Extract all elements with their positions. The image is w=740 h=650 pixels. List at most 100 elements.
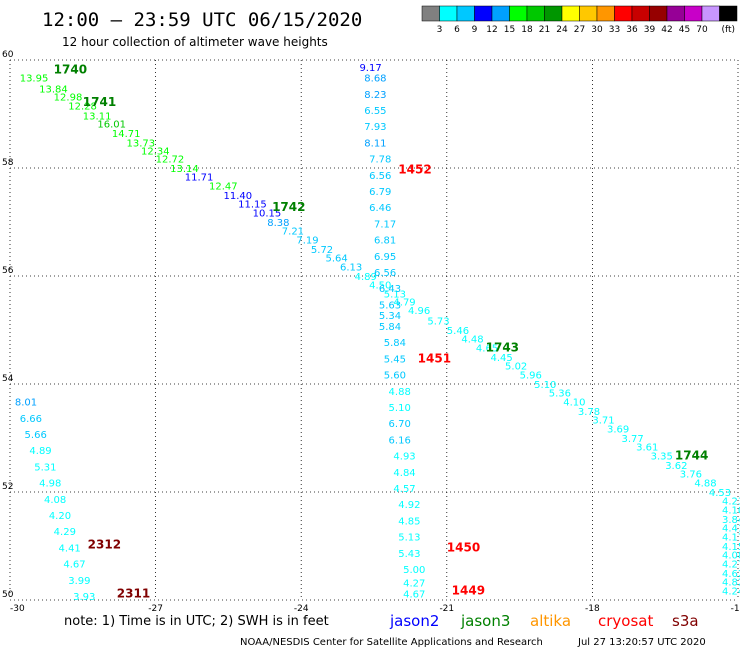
wave-height-value: 14.71: [112, 129, 141, 140]
wave-height-value: 4.41: [59, 543, 81, 554]
wave-height-value: 4.53: [709, 488, 731, 499]
wave-height-value: 4.41: [722, 523, 740, 534]
wave-height-value: 8.23: [364, 90, 386, 101]
wave-height-value: 5.36: [549, 388, 571, 399]
wave-height-value: 4.45: [490, 353, 512, 364]
wave-height-value: 5.02: [505, 361, 527, 372]
wave-height-value: 13.14: [170, 164, 199, 175]
pass-time-label: 1742: [272, 200, 305, 214]
satellite-s3a: s3a: [672, 612, 699, 630]
wave-height-value: 4.82: [722, 577, 740, 588]
wave-height-value: 5.00: [403, 565, 425, 576]
satellite-jason2: jason2: [389, 612, 439, 630]
wave-height-value: 5.34: [379, 311, 401, 322]
wave-height-value: 6.81: [374, 236, 396, 247]
legend-swatch: [579, 5, 598, 22]
legend-label: 27: [574, 25, 585, 35]
x-tick-label: -24: [294, 604, 309, 614]
wave-height-value: 4.15: [722, 542, 740, 553]
wave-height-value: 5.63: [379, 300, 401, 311]
wave-height-value: 4.24: [722, 587, 740, 598]
wave-height-values: 13.9513.8412.9812.2813.1116.0114.7113.73…: [15, 63, 740, 603]
wave-height-value: 11.15: [238, 199, 267, 210]
legend-swatch: [614, 5, 633, 22]
wave-height-value: 13.84: [39, 84, 68, 95]
y-tick-label: 54: [2, 374, 14, 384]
legend-swatch: [456, 5, 475, 22]
wave-height-value: 3.35: [651, 452, 673, 463]
wave-height-value: 4.10: [722, 506, 740, 517]
wave-height-value: 4.57: [393, 484, 415, 495]
legend-label: 39: [644, 25, 656, 35]
legend-swatch: [421, 5, 440, 22]
wave-height-value: 6.70: [389, 419, 411, 430]
wave-height-value: 6.46: [369, 203, 391, 214]
wave-height-value: 13.73: [126, 138, 155, 149]
legend-swatch: [719, 5, 738, 22]
wave-height-value: 6.66: [20, 414, 42, 425]
wave-height-value: 6.43: [379, 284, 401, 295]
color-legend: 3 6 9 12 15 18 21 24 27 30 33 36 39 42 45 70 (ft): [421, 5, 738, 35]
pass-time-label: 2311: [117, 586, 150, 600]
wave-height-value: 4.29: [54, 527, 76, 538]
wave-height-value: 5.72: [311, 245, 333, 256]
legend-swatch: [701, 5, 720, 22]
y-tick-label: 56: [2, 266, 14, 276]
legend-swatch: [474, 5, 493, 22]
wave-height-value: 3.71: [592, 415, 614, 426]
y-tick-label: 50: [2, 590, 14, 600]
wave-height-value: 5.60: [384, 371, 406, 382]
legend-label: 30: [591, 25, 603, 35]
legend-swatch: [509, 5, 528, 22]
wave-height-value: 5.10: [389, 403, 411, 414]
time-labels: 1740 1741 1742 1743 1744 1452 1451 1450 1449 2312…: [54, 63, 709, 601]
pass-time-label: 1743: [486, 341, 519, 355]
wave-height-value: 5.84: [384, 338, 406, 349]
wave-height-value: 3.84: [722, 515, 740, 526]
x-tick-label: -30: [10, 604, 25, 614]
wave-height-value: 5.43: [398, 549, 420, 560]
legend-swatch: [666, 5, 685, 22]
wave-height-value: 6.95: [374, 252, 396, 263]
pass-time-label: 1452: [398, 162, 431, 176]
legend-swatch: [439, 5, 458, 22]
wave-height-value: 3.77: [622, 434, 644, 445]
pass-time-label: 1741: [83, 95, 116, 109]
legend-swatch: [561, 5, 580, 22]
legend-swatch: [649, 5, 668, 22]
wave-height-value: 13.11: [83, 111, 112, 122]
wave-height-value: 4.96: [408, 306, 430, 317]
legend-label: 3: [437, 25, 443, 35]
wave-height-value: 9.17: [359, 63, 381, 74]
legend-label: 18: [521, 25, 533, 35]
wave-height-value: 4.89: [29, 446, 51, 457]
wave-height-value: 4.98: [39, 479, 61, 490]
legend-label: 24: [556, 25, 568, 35]
wave-height-value: 5.13: [398, 533, 420, 544]
wave-height-value: 4.93: [393, 452, 415, 463]
legend-label: 45: [679, 25, 690, 35]
pass-time-label: 1744: [675, 449, 708, 463]
wave-height-value: 7.17: [374, 219, 396, 230]
legend-swatch: [526, 5, 545, 22]
units-note: note: 1) Time is in UTC; 2) SWH is in fe…: [64, 614, 329, 629]
pass-time-label: 1449: [452, 584, 485, 598]
wave-height-value: 3.61: [636, 442, 658, 453]
legend-label: 33: [609, 25, 620, 35]
wave-height-value: 7.93: [364, 122, 386, 133]
wave-height-value: 16.01: [97, 120, 126, 131]
wave-height-value: 5.31: [34, 462, 56, 473]
wave-height-value: 5.84: [379, 322, 401, 333]
wave-height-value: 12.98: [54, 93, 83, 104]
wave-height-value: 6.55: [364, 106, 386, 117]
legend-label: 70: [696, 25, 708, 35]
wave-height-value: 6.16: [389, 435, 411, 446]
legend-swatch: [631, 5, 650, 22]
wave-height-value: 4.79: [393, 298, 415, 309]
satellite-altika: altika: [530, 612, 571, 630]
legend-label: 42: [661, 25, 672, 35]
wave-height-value: 3.69: [607, 425, 629, 436]
wave-height-value: 10.15: [253, 209, 282, 220]
legend-swatch: [544, 5, 563, 22]
